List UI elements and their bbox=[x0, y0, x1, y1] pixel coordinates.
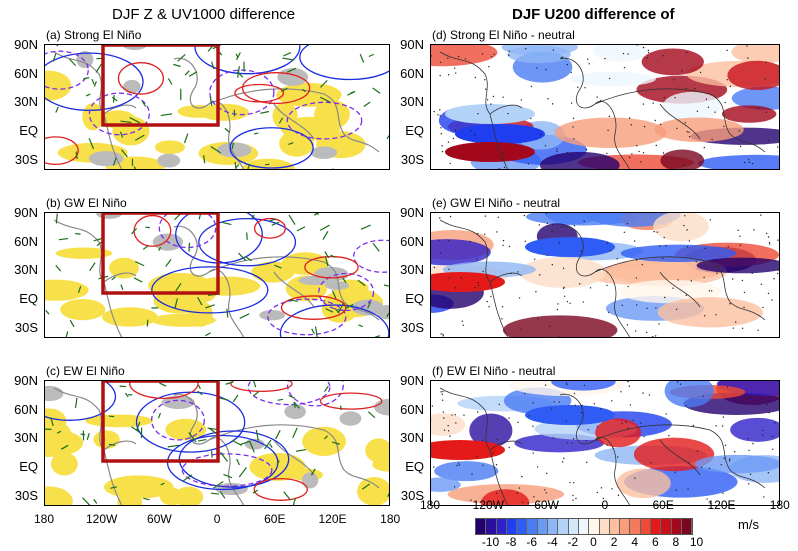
lat-tick-label: 90N bbox=[400, 373, 424, 388]
lon-tick-label: 120W bbox=[472, 498, 504, 512]
lat-tick-label: 30N bbox=[14, 430, 38, 446]
colorbar-swatch bbox=[671, 519, 682, 534]
lat-tick-label: 30S bbox=[400, 151, 424, 167]
lat-tick-label: 90N bbox=[14, 205, 38, 220]
colorbar-swatch bbox=[506, 519, 518, 534]
colorbar-label: -8 bbox=[505, 535, 517, 549]
colorbar-swatch bbox=[620, 519, 631, 534]
colorbar-swatch bbox=[486, 519, 497, 534]
colorbar-swatch bbox=[640, 519, 652, 534]
colorbar-swatch bbox=[589, 519, 600, 534]
lat-tick-label: 60N bbox=[14, 401, 38, 417]
lat-tick-label: 30N bbox=[400, 94, 424, 110]
lat-tick-label: EQ bbox=[405, 459, 424, 475]
lat-tick-label: EQ bbox=[19, 459, 38, 475]
lat-tick-label: 90N bbox=[14, 37, 38, 52]
lon-tick-label: 180 bbox=[769, 498, 790, 512]
significance-shading bbox=[44, 247, 384, 327]
right-figure-title: DJF U200 difference of bbox=[512, 6, 675, 23]
lat-tick-label: 30S bbox=[400, 319, 424, 335]
colorbar-swatch bbox=[609, 519, 621, 534]
colorbar-swatch bbox=[558, 519, 569, 534]
lat-tick-label: 90N bbox=[14, 373, 38, 388]
colorbar-label: 2 bbox=[610, 535, 618, 549]
lon-tick-label: 60W bbox=[534, 498, 559, 512]
panel-title: (f) EW El Niño - neutral bbox=[432, 364, 556, 378]
u200-map-2 bbox=[430, 380, 780, 506]
colorbar-label: 10 bbox=[689, 535, 704, 549]
lat-tick-label: 60N bbox=[400, 233, 424, 249]
panel-title: (d) Strong El Niño - neutral bbox=[432, 28, 575, 42]
left-figure-title: DJF Z & UV1000 difference bbox=[112, 6, 296, 23]
colorbar-label: -2 bbox=[567, 535, 579, 549]
colorbar-label: 4 bbox=[631, 535, 639, 549]
u200-shading bbox=[430, 380, 780, 506]
colorbar-label: 0 bbox=[590, 535, 597, 549]
colorbar bbox=[475, 518, 694, 535]
lat-tick-label: 30S bbox=[14, 151, 38, 167]
lon-tick-label: 120E bbox=[318, 512, 347, 526]
colorbar-swatch bbox=[568, 519, 579, 534]
lat-tick-label: 30S bbox=[14, 487, 38, 503]
colorbar-swatch bbox=[527, 519, 538, 534]
lat-tick-label: 60N bbox=[400, 65, 424, 81]
colorbar-label: -10 bbox=[481, 535, 500, 549]
colorbar-swatch bbox=[476, 519, 487, 534]
panel-title: (b) GW El Niño bbox=[46, 196, 127, 210]
u200-shading bbox=[430, 44, 780, 170]
lon-tick-label: 180 bbox=[33, 512, 55, 526]
colorbar-swatch bbox=[537, 519, 549, 534]
colorbar-swatch bbox=[599, 519, 610, 534]
lon-tick-label: 60E bbox=[264, 512, 286, 526]
lat-tick-label: EQ bbox=[405, 123, 424, 139]
lat-tick-label: 30N bbox=[400, 262, 424, 278]
panel-title: (a) Strong El Niño bbox=[46, 28, 142, 42]
lon-tick-label: 180 bbox=[419, 498, 441, 512]
lon-tick-label: 180 bbox=[380, 512, 401, 526]
colorbar-swatch bbox=[548, 519, 559, 534]
lat-tick-label: 30S bbox=[400, 487, 424, 503]
lat-tick-label: EQ bbox=[405, 291, 424, 307]
lat-tick-label: 30N bbox=[400, 430, 424, 446]
colorbar-label: -4 bbox=[546, 535, 558, 549]
colorbar-swatch bbox=[496, 519, 507, 534]
z-uv-map-0 bbox=[44, 44, 390, 170]
z-uv-map-2 bbox=[44, 380, 390, 506]
panel-title: (c) EW El Niño bbox=[46, 364, 125, 378]
lat-tick-label: EQ bbox=[19, 123, 38, 139]
lat-tick-label: EQ bbox=[19, 291, 38, 307]
lat-tick-label: 60N bbox=[14, 233, 38, 249]
lat-tick-label: 90N bbox=[400, 37, 424, 52]
panel-title: (e) GW El Niño - neutral bbox=[432, 196, 561, 210]
lat-tick-label: 30N bbox=[14, 94, 38, 110]
lon-tick-label: 0 bbox=[213, 512, 221, 526]
colorbar-swatch bbox=[517, 519, 528, 534]
colorbar-unit: m/s bbox=[738, 517, 759, 532]
lat-tick-label: 30N bbox=[14, 262, 38, 278]
colorbar-swatch bbox=[681, 519, 693, 534]
colorbar-swatch bbox=[578, 519, 590, 534]
lon-tick-label: 60W bbox=[147, 512, 172, 526]
colorbar-swatch bbox=[651, 519, 662, 534]
lat-tick-label: 90N bbox=[400, 205, 424, 220]
lat-tick-label: 60N bbox=[400, 401, 424, 417]
lon-tick-label: 60E bbox=[652, 498, 674, 512]
u200-map-0 bbox=[430, 44, 780, 170]
lat-tick-label: 30S bbox=[14, 319, 38, 335]
lon-tick-label: 0 bbox=[601, 498, 609, 512]
lon-tick-label: 120E bbox=[707, 498, 736, 512]
u200-shading bbox=[430, 212, 780, 338]
lat-tick-label: 60N bbox=[14, 65, 38, 81]
colorbar-swatch bbox=[630, 519, 641, 534]
colorbar-label: 8 bbox=[672, 535, 680, 549]
colorbar-label: -6 bbox=[526, 535, 538, 549]
lon-tick-label: 120W bbox=[86, 512, 118, 526]
z-uv-map-1 bbox=[44, 212, 390, 338]
colorbar-label: 6 bbox=[651, 535, 659, 549]
u200-map-1 bbox=[430, 212, 780, 338]
colorbar-swatch bbox=[661, 519, 672, 534]
